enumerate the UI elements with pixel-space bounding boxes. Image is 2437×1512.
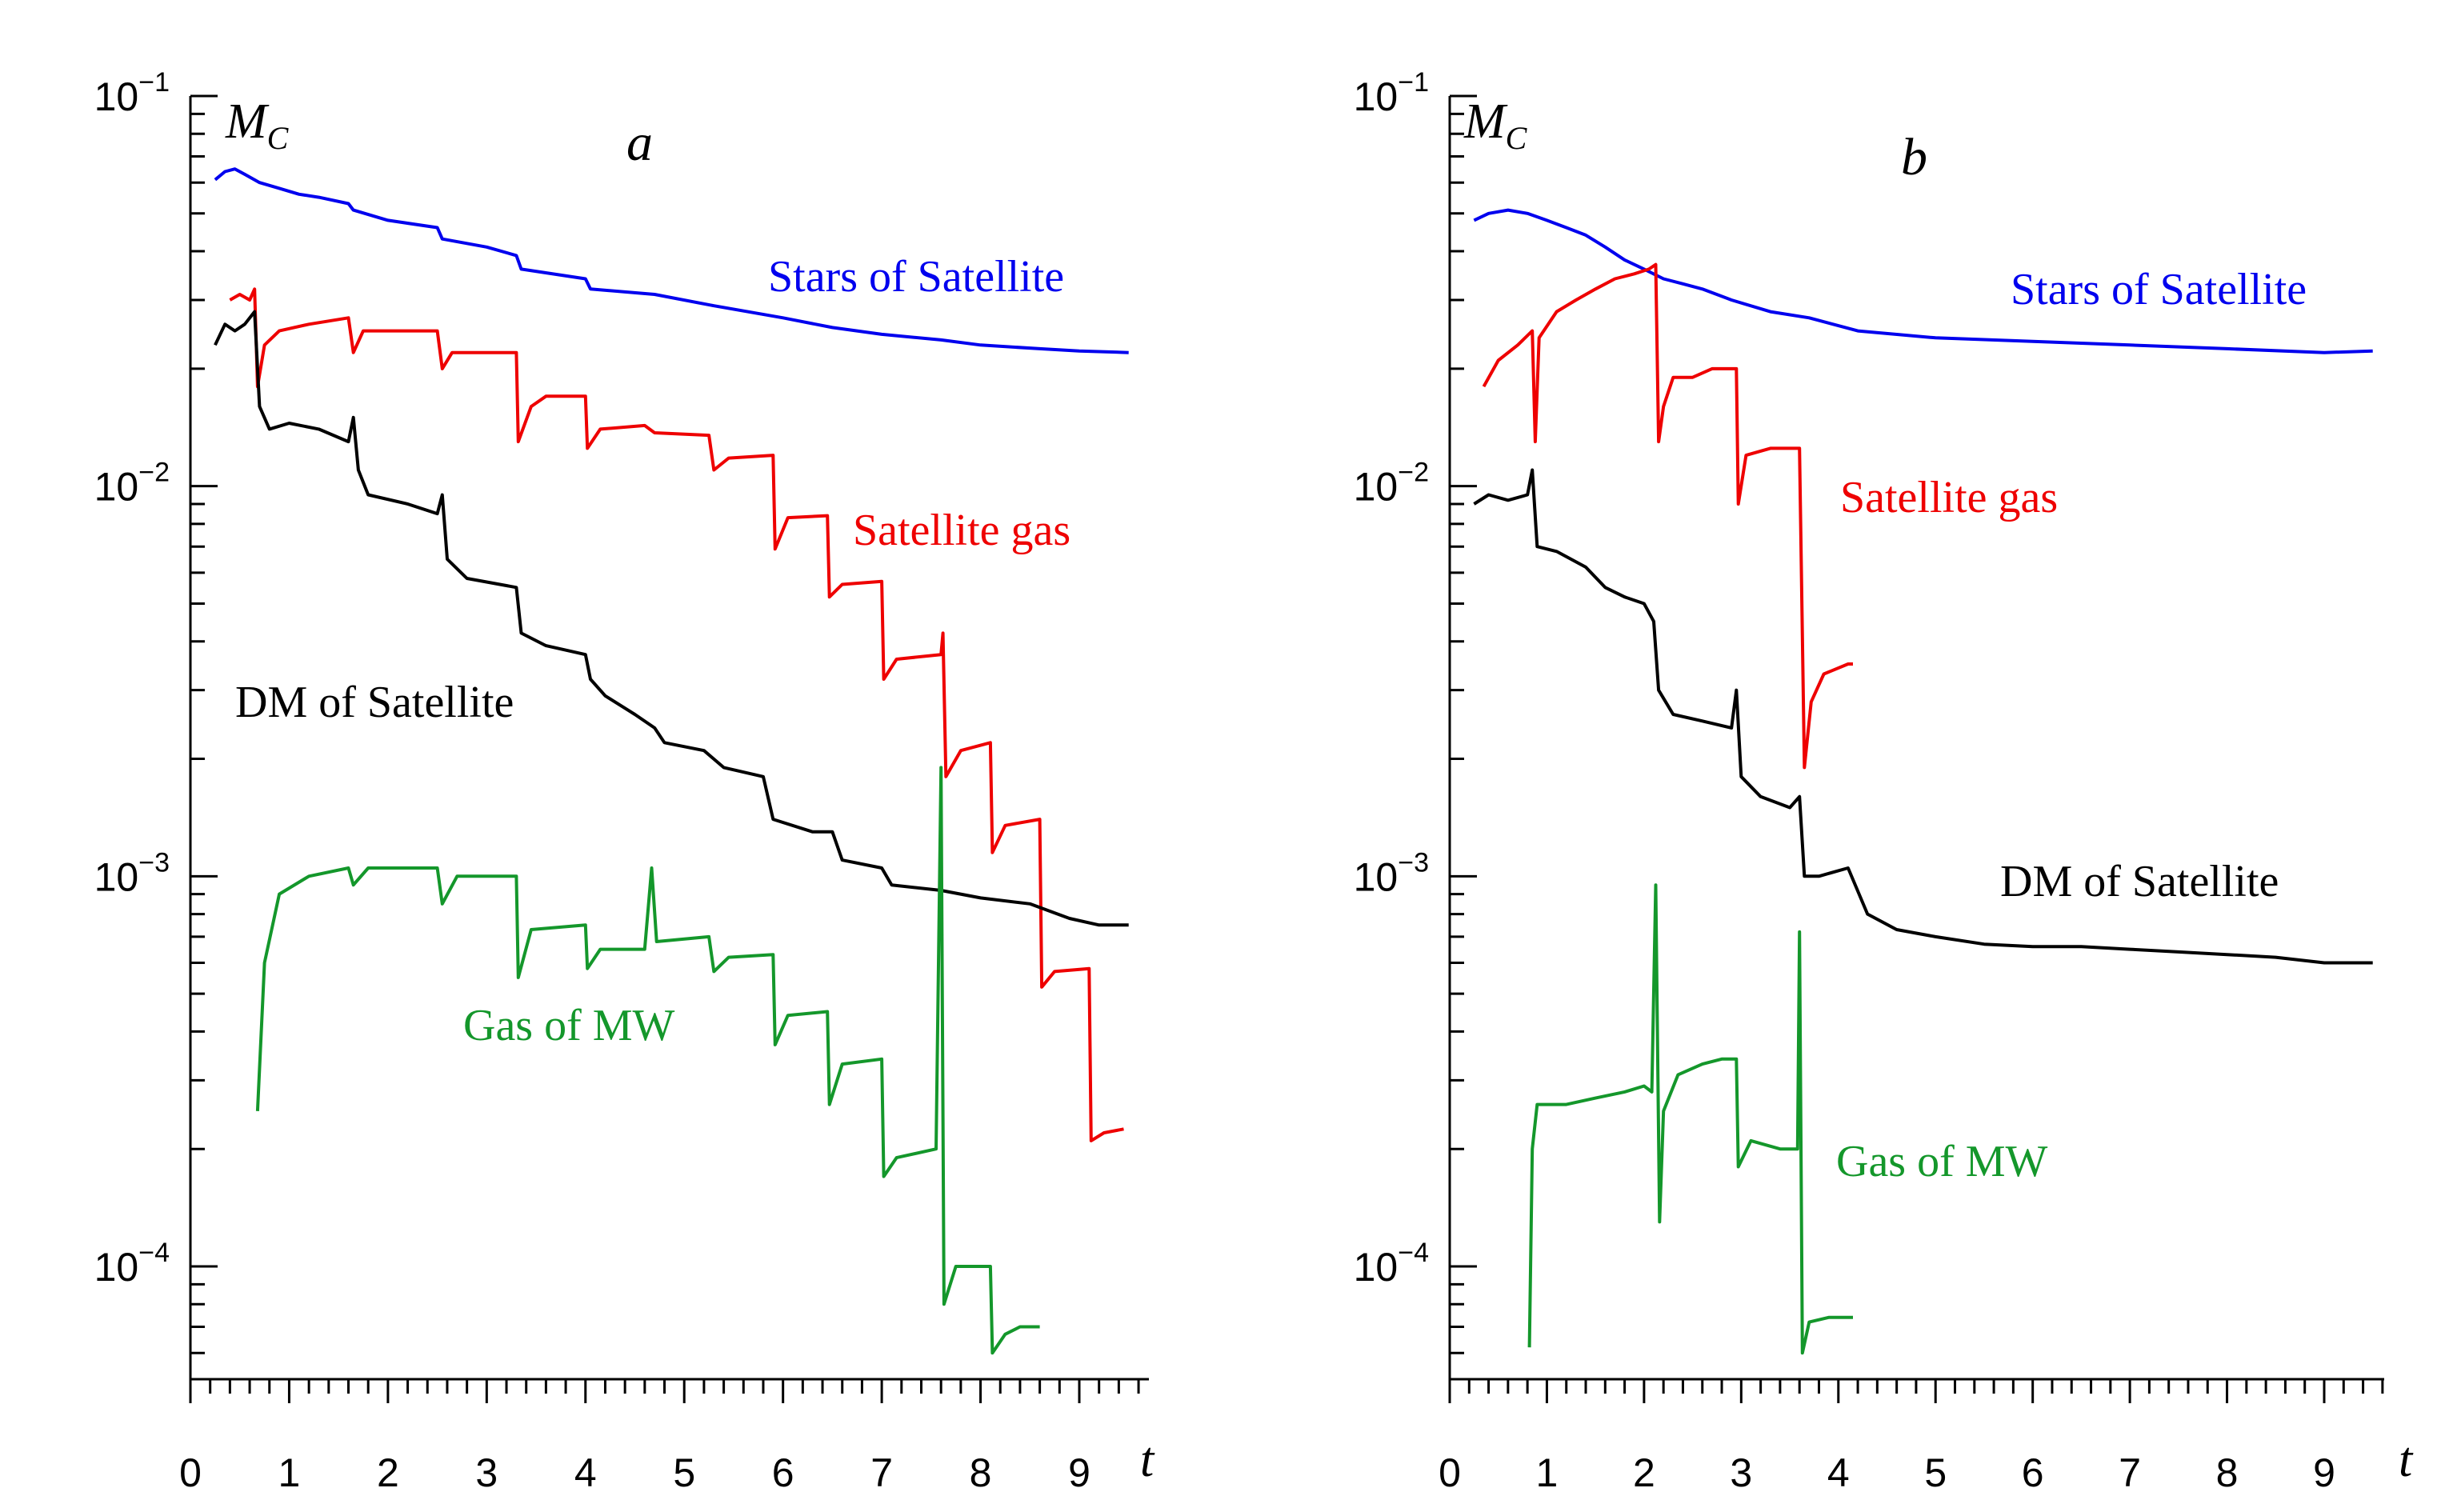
x-tick-label: 8 (2216, 1450, 2239, 1495)
x-tick-label: 1 (1536, 1450, 1559, 1495)
series-label-dm: DM of Satellite (2000, 857, 2279, 906)
y-tick-label: 10−3 (1354, 847, 1429, 899)
x-tick-label: 3 (1730, 1450, 1752, 1495)
y-tick-label: 10−3 (94, 847, 170, 899)
panel-b: 0 1 2 3 4 5 6 7 8 9 t 10−1 10−2 10−3 10−4 MC b Stars of S… (1354, 67, 2414, 1495)
series-line-dm (214, 310, 1129, 927)
x-tick-label: 5 (1924, 1450, 1947, 1495)
series-line-mwgas (255, 766, 1040, 1355)
x-tick-label: 5 (673, 1450, 695, 1495)
x-tick-label: 9 (1068, 1450, 1090, 1495)
y-tick-label: 10−2 (94, 458, 170, 510)
x-tick-label: 4 (1827, 1450, 1850, 1495)
panel-letter: b (1901, 128, 1927, 186)
series-line-mwgas (1527, 883, 1853, 1355)
panel-a: 0 1 2 3 4 5 6 7 8 9 t 10−1 10−2 10−3 10−4 MC a Stars of S… (94, 67, 1155, 1495)
series-label-gas: Satellite gas (1840, 473, 2058, 522)
x-tick-label: 7 (870, 1450, 893, 1495)
x-tick-label: 4 (574, 1450, 597, 1495)
y-tick-label: 10−4 (1354, 1238, 1429, 1290)
y-axis-label: MC (225, 94, 290, 156)
panel-letter: a (626, 114, 653, 172)
x-tick-label: 1 (278, 1450, 301, 1495)
x-tick-label: 2 (1633, 1450, 1655, 1495)
x-axis-label: t (1140, 1433, 1155, 1487)
x-axis-label: t (2399, 1433, 2414, 1487)
series-label-stars: Stars of Satellite (768, 252, 1064, 302)
x-tick-label: 6 (2022, 1450, 2044, 1495)
series-label-mwgas: Gas of MW (463, 1001, 675, 1050)
x-tick-label: 0 (179, 1450, 202, 1495)
y-tick-label: 10−4 (94, 1238, 170, 1290)
x-tick-label: 6 (772, 1450, 794, 1495)
y-tick-label: 10−2 (1354, 458, 1429, 510)
series-label-gas: Satellite gas (853, 506, 1070, 555)
series-line-stars (214, 167, 1129, 354)
y-tick-label: 10−1 (94, 67, 170, 119)
x-tick-label: 8 (970, 1450, 992, 1495)
x-tick-label: 9 (2313, 1450, 2335, 1495)
series-line-dm (1473, 468, 2373, 965)
series-label-mwgas: Gas of MW (1836, 1137, 2048, 1186)
series-label-stars: Stars of Satellite (2011, 265, 2307, 314)
series-line-gas (1482, 262, 1853, 770)
y-axis-label: MC (1463, 94, 1528, 156)
x-tick-label: 3 (475, 1450, 498, 1495)
x-tick-label: 2 (377, 1450, 399, 1495)
series-label-dm: DM of Satellite (235, 678, 514, 727)
series-line-stars (1473, 208, 2373, 354)
series-line-gas (229, 287, 1124, 1142)
x-tick-label: 7 (2119, 1450, 2141, 1495)
y-tick-label: 10−1 (1354, 67, 1429, 119)
x-tick-label: 0 (1439, 1450, 1461, 1495)
